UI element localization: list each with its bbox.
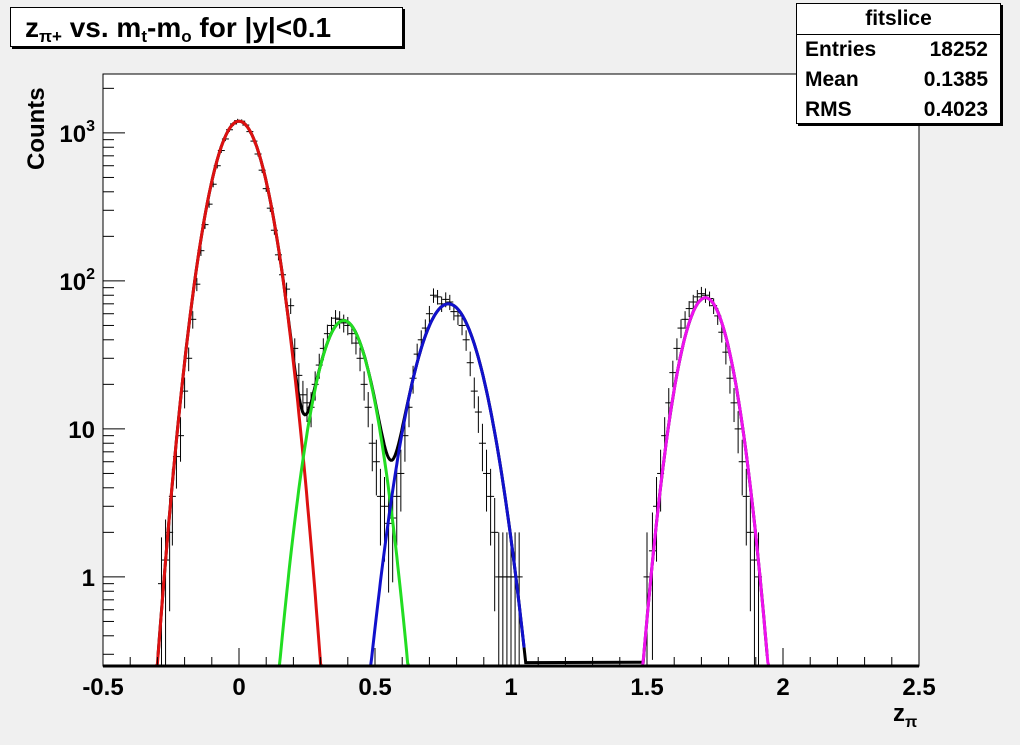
data-point xyxy=(466,351,474,377)
x-tick-label: 0 xyxy=(232,674,245,701)
y-tick-label: 103 xyxy=(59,118,95,148)
data-point xyxy=(478,423,486,472)
data-point xyxy=(474,396,482,433)
data-point xyxy=(458,316,466,336)
y-tick-label: 102 xyxy=(59,266,95,296)
data-point xyxy=(429,288,437,303)
data-point xyxy=(360,371,368,401)
data-point xyxy=(701,288,709,303)
stats-value: 0.4023 xyxy=(923,98,988,121)
data-point xyxy=(742,468,750,546)
stats-value: 18252 xyxy=(929,38,988,61)
data-point xyxy=(356,347,364,372)
data-point xyxy=(393,468,401,546)
data-point xyxy=(746,497,754,612)
y-tick-label: 10 xyxy=(68,417,95,444)
data-point xyxy=(734,411,742,454)
data-point xyxy=(303,388,311,423)
data-point xyxy=(462,330,470,351)
data-point xyxy=(673,338,681,361)
data-point xyxy=(470,377,478,409)
stats-title: fitslice xyxy=(797,4,1000,35)
y-tick-base: 1 xyxy=(82,565,95,592)
fit-curve-green xyxy=(260,318,421,668)
data-point xyxy=(491,497,499,612)
data-point xyxy=(372,439,380,496)
data-point xyxy=(487,468,495,546)
data-point xyxy=(685,301,693,318)
y-tick-base: 10 xyxy=(68,417,95,444)
stats-label: RMS xyxy=(805,98,852,121)
data-point xyxy=(340,314,348,333)
stats-label: Mean xyxy=(805,68,859,91)
stats-row-rms: RMS 0.4023 xyxy=(797,95,1000,125)
fit-curve-blue xyxy=(364,302,526,668)
data-point xyxy=(483,449,491,512)
x-axis-title: zπ xyxy=(893,700,917,731)
data-point xyxy=(677,319,685,339)
y-tick-base: 10 xyxy=(59,121,86,148)
x-tick-label: 2 xyxy=(776,674,789,701)
data-point xyxy=(368,423,376,472)
x-tick-label: -0.5 xyxy=(82,674,123,701)
data-point xyxy=(669,360,677,388)
data-point xyxy=(397,449,405,512)
stats-box: fitslice Entries 18252 Mean 0.1385 RMS 0… xyxy=(796,3,1001,124)
fit-curve-magenta xyxy=(619,296,789,668)
fit-curve-red xyxy=(152,119,326,668)
data-point xyxy=(738,439,746,496)
data-point xyxy=(643,532,651,666)
x-tick-label: 1.5 xyxy=(630,674,663,701)
x-tick-label: 2.5 xyxy=(902,674,935,701)
y-axis-title: Counts xyxy=(23,87,50,170)
data-point xyxy=(352,333,360,355)
y-tick-exponent: 2 xyxy=(86,266,95,283)
data-point xyxy=(376,468,384,546)
y-tick-label: 1 xyxy=(82,565,95,592)
x-tick-label: 1 xyxy=(504,674,517,701)
chart-title: zπ+ vs. mt-mo for |y|<0.1 xyxy=(10,7,403,47)
data-point xyxy=(299,380,307,413)
data-point xyxy=(681,311,689,329)
data-point xyxy=(689,294,697,311)
stats-row-entries: Entries 18252 xyxy=(797,35,1000,65)
stats-value: 0.1385 xyxy=(923,68,988,91)
data-point xyxy=(434,289,442,305)
y-tick-base: 10 xyxy=(59,269,86,296)
stats-label: Entries xyxy=(805,38,877,61)
data-point xyxy=(726,365,734,394)
stats-row-mean: Mean 0.1385 xyxy=(797,65,1000,95)
data-point xyxy=(425,305,433,323)
data-point xyxy=(287,298,295,314)
data-point xyxy=(730,388,738,423)
x-tick-label: 0.5 xyxy=(358,674,391,701)
data-point xyxy=(364,392,372,428)
y-tick-exponent: 3 xyxy=(86,118,95,135)
data-point xyxy=(750,519,758,666)
